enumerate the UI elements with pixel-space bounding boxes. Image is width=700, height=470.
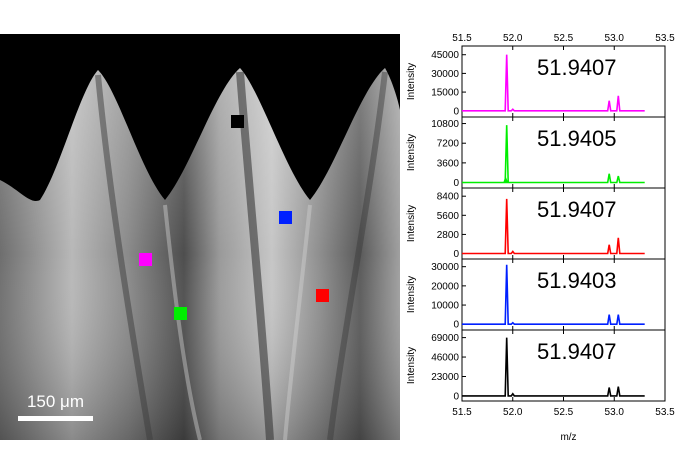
- y-tick-label: 30000: [431, 69, 459, 80]
- x-tick-label: 52.5: [554, 407, 574, 418]
- marker-red: [316, 289, 329, 302]
- peak-mz-label: 51.9407: [537, 197, 617, 222]
- scale-bar-label: 150 μm: [26, 392, 85, 411]
- sem-micrograph: [0, 34, 400, 440]
- y-tick-label: 7200: [437, 139, 460, 150]
- y-axis-label: Intensity: [406, 205, 417, 242]
- y-tick-label: 23000: [431, 372, 459, 383]
- spectrum-trace: [462, 337, 645, 397]
- peak-mz-label: 51.9407: [537, 55, 617, 80]
- groove-line: [95, 74, 153, 440]
- y-tick-label: 2800: [437, 230, 460, 241]
- spectrum-trace: [462, 54, 645, 112]
- y-tick-label: 10000: [431, 301, 459, 312]
- scale-bar: [18, 416, 93, 421]
- x-tick-label: 51.5: [452, 407, 472, 418]
- y-axis-label: Intensity: [406, 276, 417, 313]
- groove-line: [236, 71, 274, 440]
- ridge-highlight: [163, 204, 202, 440]
- top-x-tick-label: 51.5: [452, 33, 472, 44]
- x-tick-label: 52.0: [503, 407, 523, 418]
- spectrum-trace: [462, 198, 645, 255]
- marker-green: [174, 307, 187, 320]
- y-tick-label: 46000: [431, 353, 459, 364]
- y-tick-label: 0: [453, 391, 459, 402]
- spectrum-trace: [462, 125, 645, 184]
- top-x-tick-label: 52.0: [503, 33, 523, 44]
- spectrum-trace: [462, 264, 645, 326]
- top-x-tick-label: 52.5: [554, 33, 574, 44]
- peak-mz-label: 51.9405: [537, 126, 617, 151]
- y-tick-label: 0: [453, 178, 459, 189]
- ridge-highlight: [283, 204, 312, 440]
- y-tick-label: 5600: [437, 211, 460, 222]
- y-axis-label: Intensity: [406, 63, 417, 100]
- y-tick-label: 45000: [431, 50, 459, 61]
- groove-line: [327, 71, 388, 440]
- y-tick-label: 20000: [431, 281, 459, 292]
- y-axis-label: Intensity: [406, 134, 417, 171]
- top-x-tick-label: 53.5: [655, 33, 675, 44]
- peak-mz-label: 51.9403: [537, 268, 617, 293]
- x-tick-label: 53.0: [605, 407, 625, 418]
- y-tick-label: 8400: [437, 192, 460, 203]
- y-tick-label: 0: [453, 106, 459, 117]
- marker-black: [231, 115, 244, 128]
- y-tick-label: 10800: [431, 119, 459, 130]
- y-tick-label: 30000: [431, 262, 459, 273]
- y-tick-label: 0: [453, 320, 459, 331]
- x-tick-label: 53.5: [655, 407, 675, 418]
- y-tick-label: 0: [453, 249, 459, 260]
- peak-mz-label: 51.9407: [537, 339, 617, 364]
- top-x-tick-label: 53.0: [605, 33, 625, 44]
- surface-shading: [0, 68, 400, 440]
- y-tick-label: 69000: [431, 333, 459, 344]
- y-tick-label: 15000: [431, 88, 459, 99]
- marker-blue: [279, 211, 292, 224]
- marker-magenta: [139, 253, 152, 266]
- x-axis-label: m/z: [560, 432, 576, 443]
- y-axis-label: Intensity: [406, 347, 417, 384]
- y-tick-label: 3600: [437, 158, 460, 169]
